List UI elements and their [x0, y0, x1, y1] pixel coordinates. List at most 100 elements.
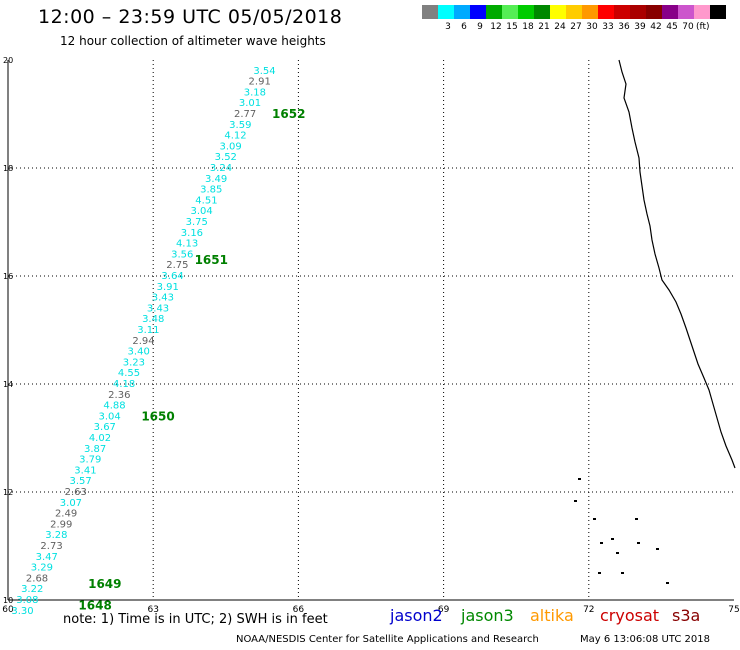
data-point: 2.91 [249, 77, 271, 88]
legend-label: 42 [650, 22, 662, 32]
data-point: 2.77 [234, 109, 256, 120]
legend-swatch [470, 5, 486, 19]
data-point: 2.36 [108, 390, 130, 401]
legend-label: 12 [490, 22, 502, 32]
legend-label: 15 [506, 22, 518, 32]
legend-unit: (ft) [696, 22, 710, 32]
island-mark [616, 552, 619, 554]
data-point: 3.28 [45, 530, 67, 541]
data-point: 4.55 [118, 368, 140, 379]
legend-label: 3 [445, 22, 451, 32]
data-point: 3.16 [181, 228, 203, 239]
legend-swatch [454, 5, 470, 19]
island-mark [598, 572, 601, 574]
legend-label: 45 [666, 22, 678, 32]
legend-label: 33 [602, 22, 614, 32]
legend-swatch [550, 5, 566, 19]
y-tick-label: 18 [3, 164, 13, 173]
data-point: 4.02 [89, 433, 111, 444]
island-mark [621, 572, 624, 574]
legend-swatch [694, 5, 710, 19]
legend-swatch [710, 5, 726, 19]
legend-swatch [566, 5, 582, 19]
data-point: 2.94 [132, 336, 154, 347]
coastline [618, 59, 736, 469]
data-point: 2.99 [50, 519, 72, 530]
legend-label: 39 [634, 22, 646, 32]
data-point: 3.43 [147, 303, 169, 314]
page-subtitle: 12 hour collection of altimeter wave hei… [60, 34, 326, 48]
track-time-label: 1650 [141, 409, 174, 423]
data-point: 3.04 [99, 411, 121, 422]
legend-label: 30 [586, 22, 598, 32]
legend-label: 36 [618, 22, 630, 32]
data-point: 3.40 [128, 347, 150, 358]
data-point: 3.87 [84, 444, 106, 455]
data-point: 3.07 [60, 498, 82, 509]
y-tick-label: 20 [3, 56, 13, 65]
data-point: 2.73 [40, 541, 62, 552]
data-point: 3.85 [200, 185, 222, 196]
satellite-jason2: jason2 [390, 606, 443, 625]
legend-label: 27 [570, 22, 582, 32]
data-point: 3.64 [161, 271, 183, 282]
data-point: 3.47 [36, 552, 58, 563]
legend-label: 21 [538, 22, 550, 32]
data-point: 2.75 [166, 260, 188, 271]
data-point: 3.24 [210, 163, 232, 174]
legend-swatch [614, 5, 630, 19]
legend-swatch [630, 5, 646, 19]
legend-swatch [518, 5, 534, 19]
data-point: 3.79 [79, 455, 101, 466]
data-point: 3.09 [220, 141, 242, 152]
x-tick-label: 63 [147, 605, 158, 615]
data-point: 3.43 [152, 293, 174, 304]
x-tick-label: 75 [728, 605, 739, 615]
x-tick-label: 72 [583, 605, 594, 615]
timestamp-text: May 6 13:06:08 UTC 2018 [580, 634, 710, 645]
data-point: 3.41 [74, 465, 96, 476]
legend-swatch [646, 5, 662, 19]
y-tick-label: 12 [3, 488, 13, 497]
credit-text: NOAA/NESDIS Center for Satellite Applica… [236, 634, 539, 645]
satellite-cryosat: cryosat [600, 606, 660, 625]
island-mark [635, 518, 638, 520]
x-tick-label: 60 [2, 605, 14, 615]
track-time-label: 1649 [88, 577, 121, 591]
data-point: 4.88 [103, 401, 125, 412]
legend-label: 18 [522, 22, 534, 32]
legend-swatch [598, 5, 614, 19]
island-mark [578, 478, 581, 480]
data-point: 3.01 [239, 98, 261, 109]
data-point: 3.57 [69, 476, 91, 487]
data-point: 3.11 [137, 325, 159, 336]
satellite-s3a: s3a [672, 606, 701, 625]
legend-swatch [422, 5, 438, 19]
legend-swatch [486, 5, 502, 19]
data-point: 3.54 [253, 66, 275, 77]
data-point: 3.67 [94, 422, 116, 433]
legend-swatch [582, 5, 598, 19]
track-time-label: 1652 [272, 107, 305, 121]
y-tick-label: 14 [3, 380, 13, 389]
data-point: 3.75 [186, 217, 208, 228]
data-point: 3.48 [142, 314, 164, 325]
track-time-label: 1648 [78, 598, 111, 612]
data-point: 2.49 [55, 509, 77, 520]
data-point: 3.23 [123, 357, 145, 368]
legend-swatch [438, 5, 454, 19]
data-point: 4.13 [176, 239, 198, 250]
island-mark [593, 518, 596, 520]
legend-label: 70 [682, 22, 694, 32]
data-point: 2.68 [26, 573, 48, 584]
data-point: 3.30 [11, 606, 33, 617]
legend-label: 6 [461, 22, 467, 32]
track-time-label: 1651 [195, 253, 228, 267]
island-mark [611, 538, 614, 540]
data-point: 3.22 [21, 584, 43, 595]
satellite-jason3: jason3 [461, 606, 514, 625]
data-point: 3.91 [157, 282, 179, 293]
y-tick-label: 16 [3, 272, 13, 281]
legend-swatch [662, 5, 678, 19]
